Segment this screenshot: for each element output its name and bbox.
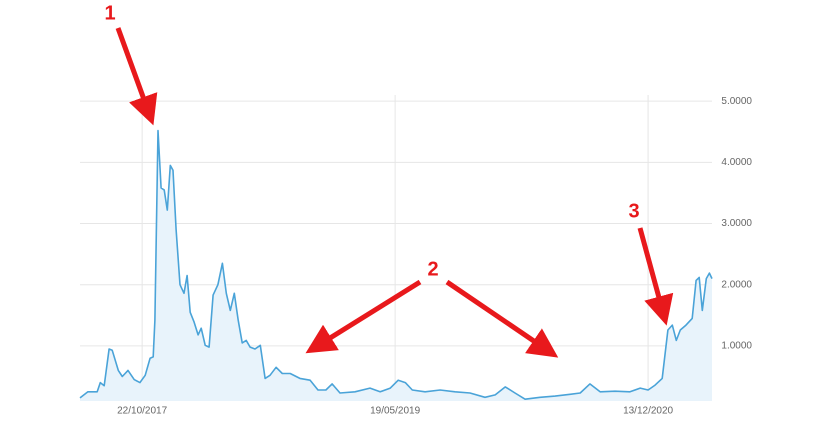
annotation: 2	[427, 258, 438, 280]
arrow	[637, 227, 674, 326]
annotations: 1 2 3	[104, 2, 674, 358]
arrow	[445, 279, 559, 358]
annotation: 3	[628, 200, 639, 222]
grid: 1.0000 2.0000 3.0000 4.0000 5.0000 22/10/2017…	[80, 95, 752, 417]
x-tick-label: 19/05/2019	[370, 406, 420, 417]
x-tick-label: 22/10/2017	[117, 406, 167, 417]
x-tick-label: 13/12/2020	[623, 406, 673, 417]
arrow	[305, 279, 422, 354]
y-tick-label: 2.0000	[721, 279, 752, 290]
y-tick-label: 1.0000	[721, 341, 752, 352]
arrow	[115, 27, 158, 126]
annotation: 1	[104, 2, 115, 24]
y-tick-label: 4.0000	[721, 157, 752, 168]
line	[79, 129, 713, 400]
y-tick-label: 3.0000	[721, 218, 752, 229]
area	[80, 130, 712, 401]
plot	[79, 129, 713, 401]
y-tick-label: 5.0000	[721, 96, 752, 107]
